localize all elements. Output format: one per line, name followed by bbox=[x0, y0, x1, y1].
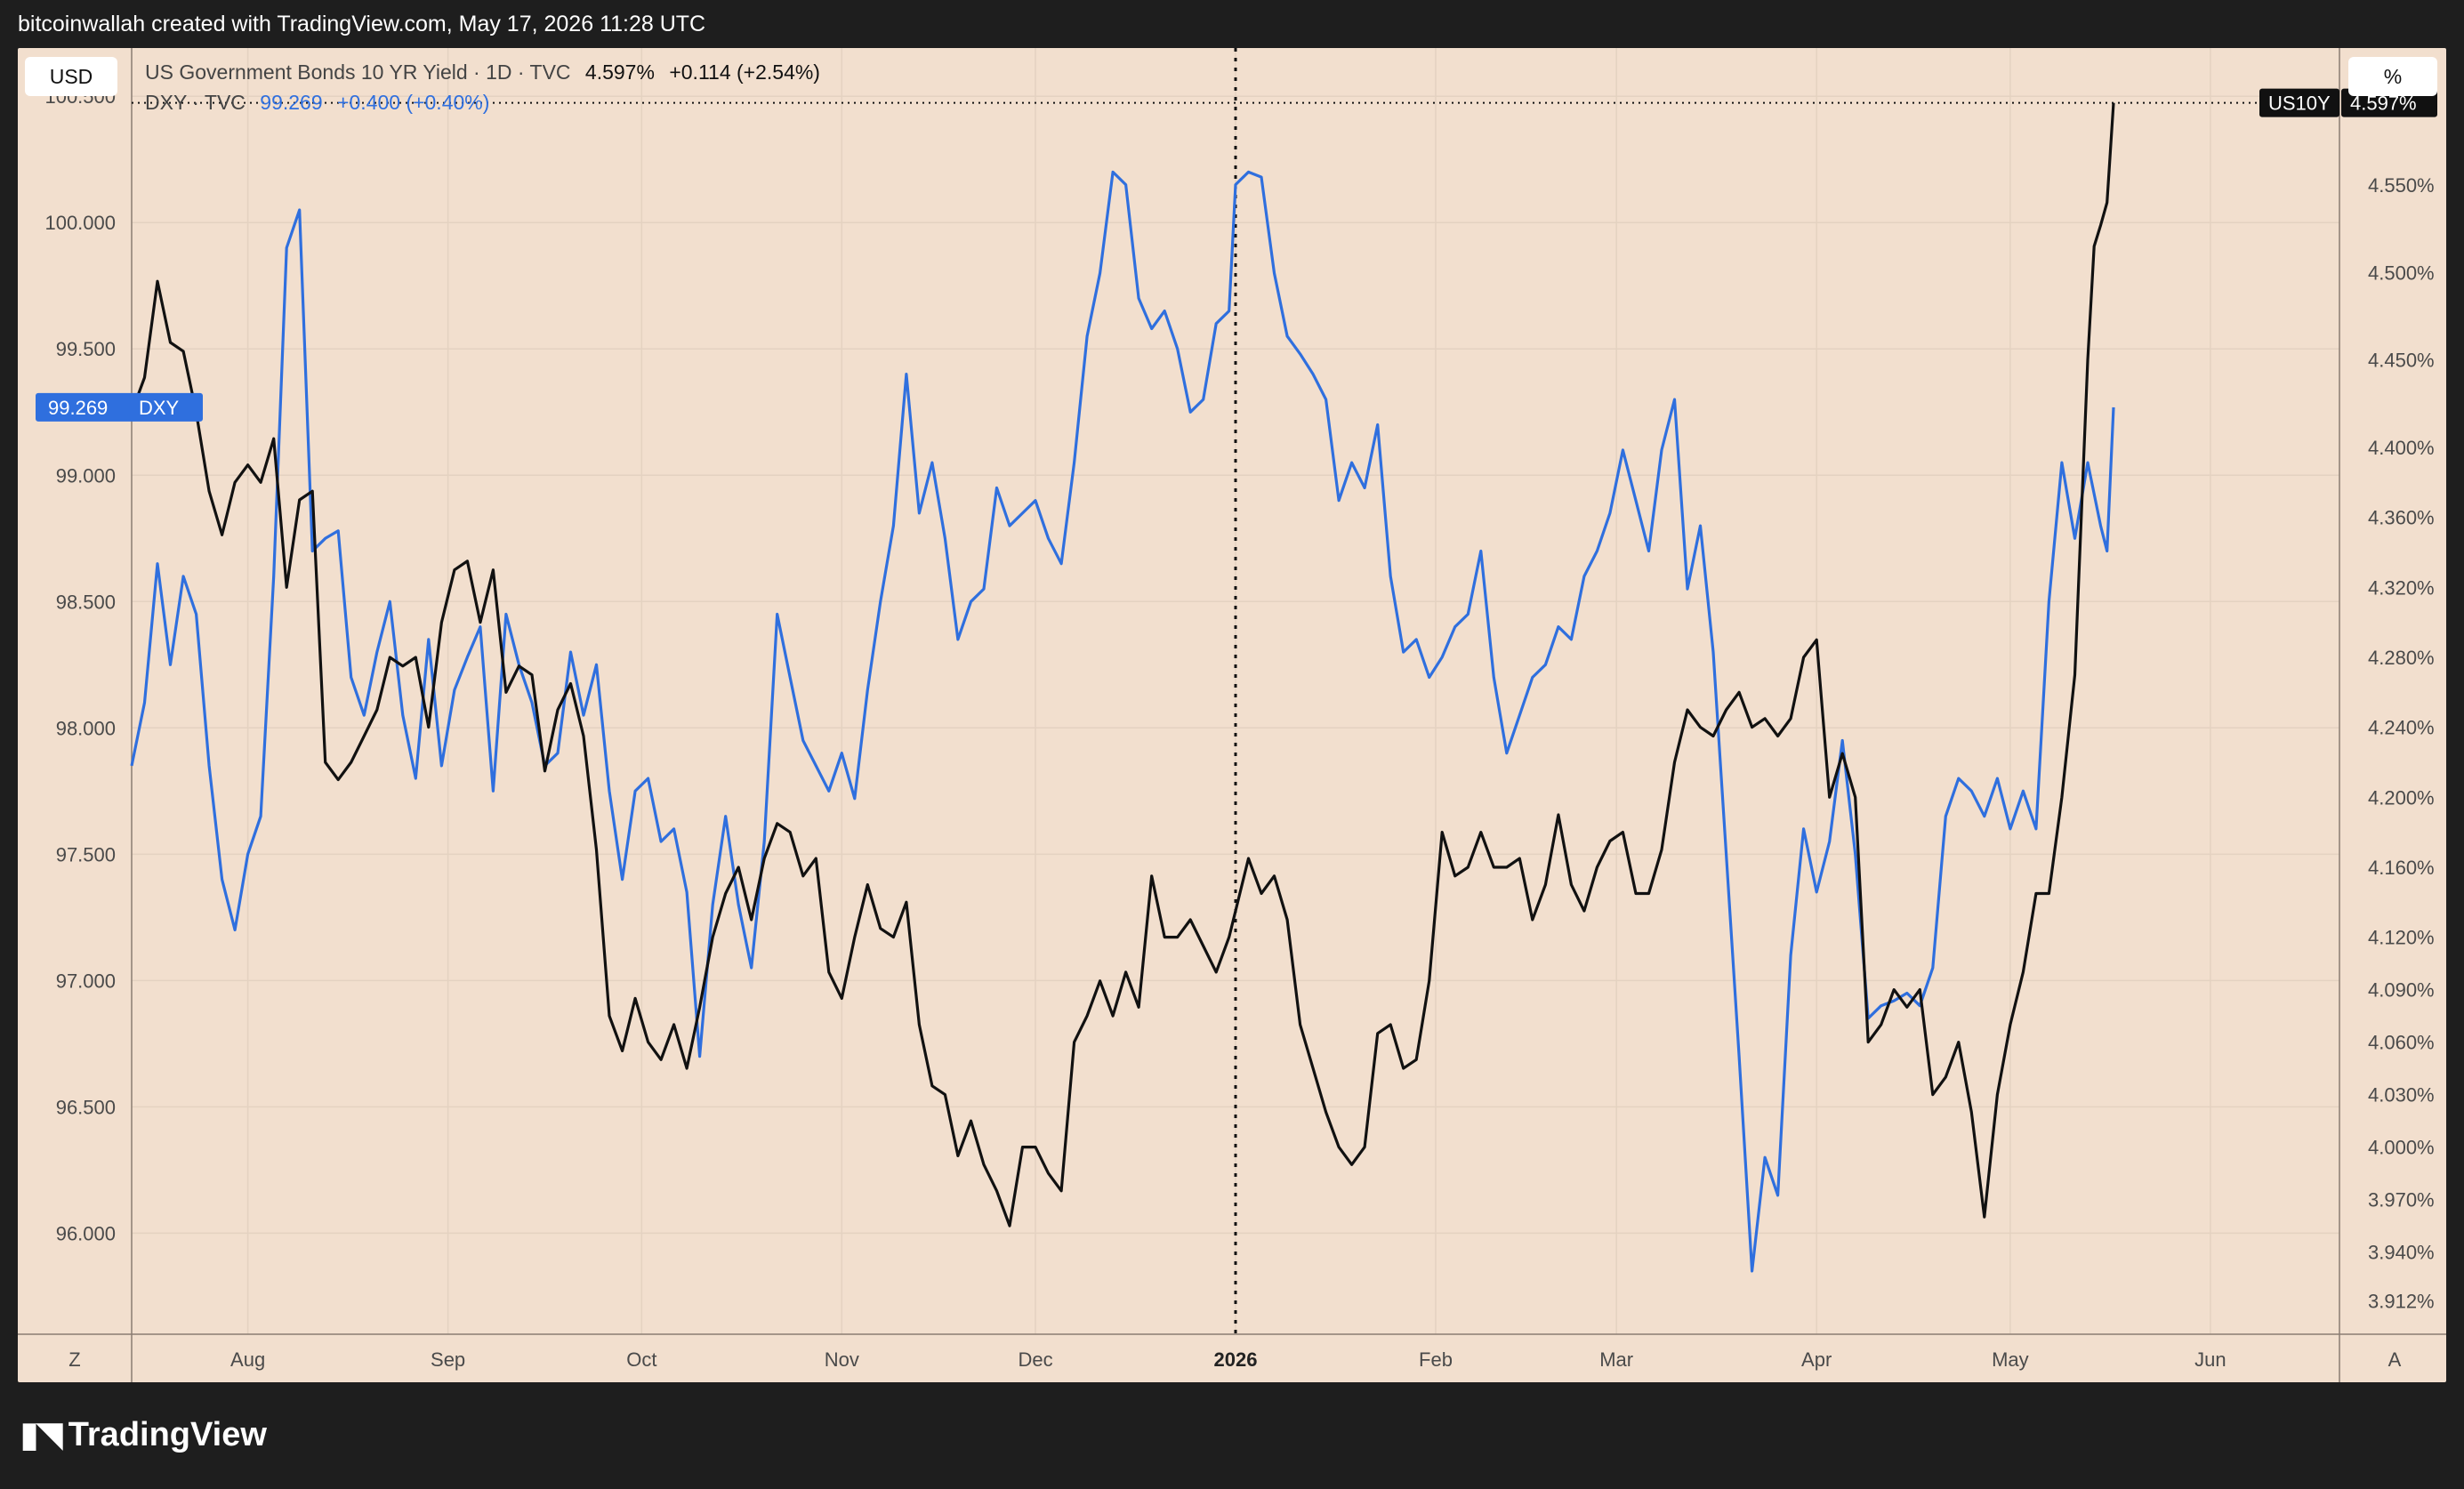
dxy-price-badge bbox=[36, 392, 203, 422]
us10y-badge-label: US10Y bbox=[2268, 93, 2331, 115]
time-axis-tick: Aug bbox=[230, 1348, 265, 1371]
time-axis-tick: Dec bbox=[1018, 1348, 1052, 1371]
right-axis-tick: 3.912% bbox=[2368, 1291, 2435, 1313]
right-price-axis[interactable]: 3.912% 3.940% 3.970% 4.000% 4.030% 4.060% 4.09… bbox=[2368, 174, 2435, 1313]
left-axis-tick: 99.500 bbox=[56, 338, 116, 360]
price-chart[interactable]: 96.000 96.500 97.000 97.500 98.000 98.500 99.0… bbox=[18, 48, 2446, 1382]
right-axis-tick: 4.280% bbox=[2368, 647, 2435, 669]
right-axis-tick: 4.320% bbox=[2368, 576, 2435, 599]
right-axis-tick: 4.360% bbox=[2368, 507, 2435, 529]
tradingview-logo[interactable]: ▮◥ TradingView bbox=[20, 1414, 267, 1455]
zoom-button[interactable]: Z bbox=[68, 1348, 80, 1371]
time-axis-tick: Apr bbox=[1801, 1348, 1832, 1371]
tradingview-logo-icon: ▮◥ bbox=[20, 1415, 63, 1454]
time-axis-tick: May bbox=[1992, 1348, 2029, 1371]
dxy-legend[interactable]: DXY · TVC 99.269 +0.400 (+0.40%) bbox=[145, 91, 498, 115]
right-axis-tick: 4.090% bbox=[2368, 979, 2435, 1002]
left-axis-tick: 96.500 bbox=[56, 1096, 116, 1118]
time-axis-tick: Nov bbox=[825, 1348, 859, 1371]
tradingview-logo-text: TradingView bbox=[68, 1415, 267, 1453]
dxy-legend-change: +0.400 (+0.40%) bbox=[337, 91, 490, 114]
us10y-label-badge bbox=[2259, 88, 2339, 117]
time-axis-tick: Jun bbox=[2194, 1348, 2226, 1371]
time-axis-tick: Sep bbox=[431, 1348, 465, 1371]
series-line-us10y[interactable] bbox=[130, 102, 2115, 1227]
left-axis-tick: 100.000 bbox=[44, 212, 116, 234]
time-axis[interactable]: Aug Sep Oct Nov Dec 2026 Feb Mar Apr May Jun Z A bbox=[68, 1348, 2401, 1371]
percent-scale-button[interactable]: % bbox=[2348, 57, 2437, 96]
right-axis-tick: 3.970% bbox=[2368, 1189, 2435, 1211]
right-axis-tick: 4.500% bbox=[2368, 262, 2435, 284]
dxy-legend-price: 99.269 bbox=[260, 91, 323, 114]
right-axis-tick: 4.060% bbox=[2368, 1032, 2435, 1054]
grid bbox=[132, 48, 2339, 1334]
us10y-legend-price: 4.597% bbox=[584, 60, 655, 84]
currency-button[interactable]: USD bbox=[25, 57, 117, 96]
series-line-dxy[interactable] bbox=[130, 170, 2115, 1273]
right-axis-tick: 4.160% bbox=[2368, 857, 2435, 879]
axis-frame bbox=[18, 48, 2446, 1382]
time-axis-tick: 2026 bbox=[1214, 1348, 1258, 1371]
left-axis-tick: 98.500 bbox=[56, 591, 116, 613]
chart-frame: 96.000 96.500 97.000 97.500 98.000 98.500 99.0… bbox=[18, 48, 2446, 1382]
crosshair bbox=[132, 48, 2339, 1334]
us10y-legend-title: US Government Bonds 10 YR Yield · 1D · T… bbox=[145, 60, 571, 84]
time-axis-tick: Mar bbox=[1599, 1348, 1633, 1371]
left-axis-tick: 96.000 bbox=[56, 1222, 116, 1244]
dxy-badge-value: 99.269 bbox=[48, 397, 108, 419]
right-axis-tick: 4.550% bbox=[2368, 174, 2435, 197]
left-axis-tick: 98.000 bbox=[56, 717, 116, 739]
right-axis-tick: 4.400% bbox=[2368, 437, 2435, 459]
right-axis-tick: 3.940% bbox=[2368, 1242, 2435, 1264]
left-axis-tick: 97.500 bbox=[56, 843, 116, 865]
right-axis-tick: 4.120% bbox=[2368, 927, 2435, 949]
right-axis-tick: 4.030% bbox=[2368, 1084, 2435, 1107]
time-axis-tick: Oct bbox=[626, 1348, 656, 1371]
left-axis-tick: 97.000 bbox=[56, 970, 116, 992]
right-axis-tick: 4.450% bbox=[2368, 350, 2435, 372]
auto-scale-button[interactable]: A bbox=[2388, 1348, 2402, 1371]
right-axis-tick: 4.200% bbox=[2368, 786, 2435, 809]
time-axis-tick: Feb bbox=[1419, 1348, 1453, 1371]
left-price-axis[interactable]: 96.000 96.500 97.000 97.500 98.000 98.500 99.0… bbox=[44, 85, 116, 1244]
chart-caption: bitcoinwallah created with TradingView.c… bbox=[18, 12, 706, 36]
left-axis-tick: 99.000 bbox=[56, 464, 116, 487]
dxy-legend-title: DXY · TVC bbox=[145, 91, 246, 114]
us10y-legend-change: +0.114 (+2.54%) bbox=[669, 60, 820, 84]
us10y-legend[interactable]: US Government Bonds 10 YR Yield · 1D · T… bbox=[145, 60, 829, 85]
series-layer bbox=[130, 102, 2115, 1273]
right-axis-tick: 4.240% bbox=[2368, 717, 2435, 739]
dxy-badge-label: DXY bbox=[139, 397, 180, 419]
right-axis-tick: 4.000% bbox=[2368, 1137, 2435, 1159]
